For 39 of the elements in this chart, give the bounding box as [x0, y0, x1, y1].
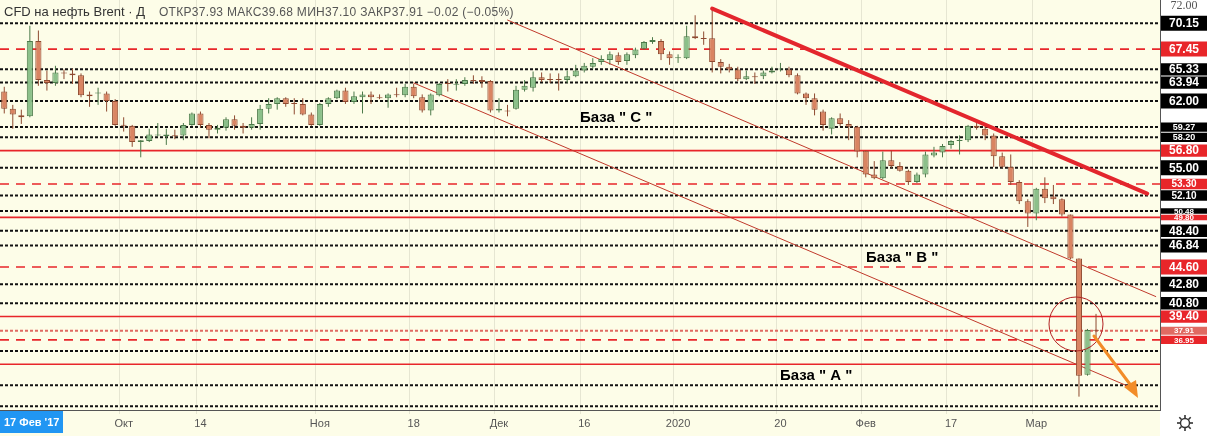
y-tick-label: 37.91	[1173, 326, 1195, 336]
y-tick-label: 36.95	[1173, 335, 1195, 345]
y-tick-label: 44.60	[1168, 259, 1200, 274]
x-tick-label: 16	[578, 416, 591, 429]
y-tick-label: 50.48	[1173, 206, 1195, 216]
y-tick-label: 46.84	[1168, 238, 1200, 253]
y-tick-label: 58.20	[1172, 132, 1196, 143]
y-tick-label: 39.40	[1168, 309, 1200, 324]
annotation: База " В "	[866, 248, 939, 265]
x-tick-label: 17	[944, 416, 958, 429]
y-tick-label: 42.80	[1168, 276, 1200, 291]
y-tick-label: 72.00	[1170, 0, 1198, 13]
x-tick-label: 2020	[665, 416, 691, 429]
y-tick-label: 65.33	[1168, 62, 1200, 77]
y-tick-label: 59.27	[1172, 122, 1196, 133]
text: ОТКР37.93 МАКС39.68 МИН37.10 ЗАКР37.91 −0.02 (−0.05%)	[158, 5, 514, 19]
x-tick-label: Ноя	[309, 416, 330, 429]
text: 17 Фев '17	[0, 411, 64, 433]
y-tick-label: 48.40	[1168, 223, 1200, 238]
y-tick-label: 63.94	[1168, 75, 1200, 90]
x-tick-label: Фев	[855, 416, 877, 429]
y-tick-label: 62.00	[1168, 93, 1200, 108]
y-tick-label: 67.45	[1168, 41, 1200, 56]
y-tick-label: 55.00	[1168, 160, 1200, 175]
y-tick-label: 49.80	[1173, 213, 1195, 223]
annotation: База " А "	[780, 366, 853, 383]
x-tick-label: 20	[774, 416, 787, 429]
y-tick-label: 56.80	[1168, 143, 1200, 158]
x-tick-label: 18	[407, 416, 420, 429]
y-tick-label: 53.30	[1171, 178, 1197, 190]
x-tick-label: 14	[194, 416, 207, 429]
x-tick-label: Дек	[489, 416, 509, 429]
chart-title: CFD на нефть Brent · Д	[4, 4, 145, 19]
y-tick-label: 40.80	[1168, 296, 1200, 311]
annotation: База " С "	[580, 108, 653, 125]
x-tick-label: Окт	[114, 416, 133, 429]
y-tick-label: 70.15	[1168, 16, 1200, 31]
x-tick-label: Мар	[1025, 416, 1048, 429]
y-tick-label: 52.10	[1171, 189, 1197, 201]
